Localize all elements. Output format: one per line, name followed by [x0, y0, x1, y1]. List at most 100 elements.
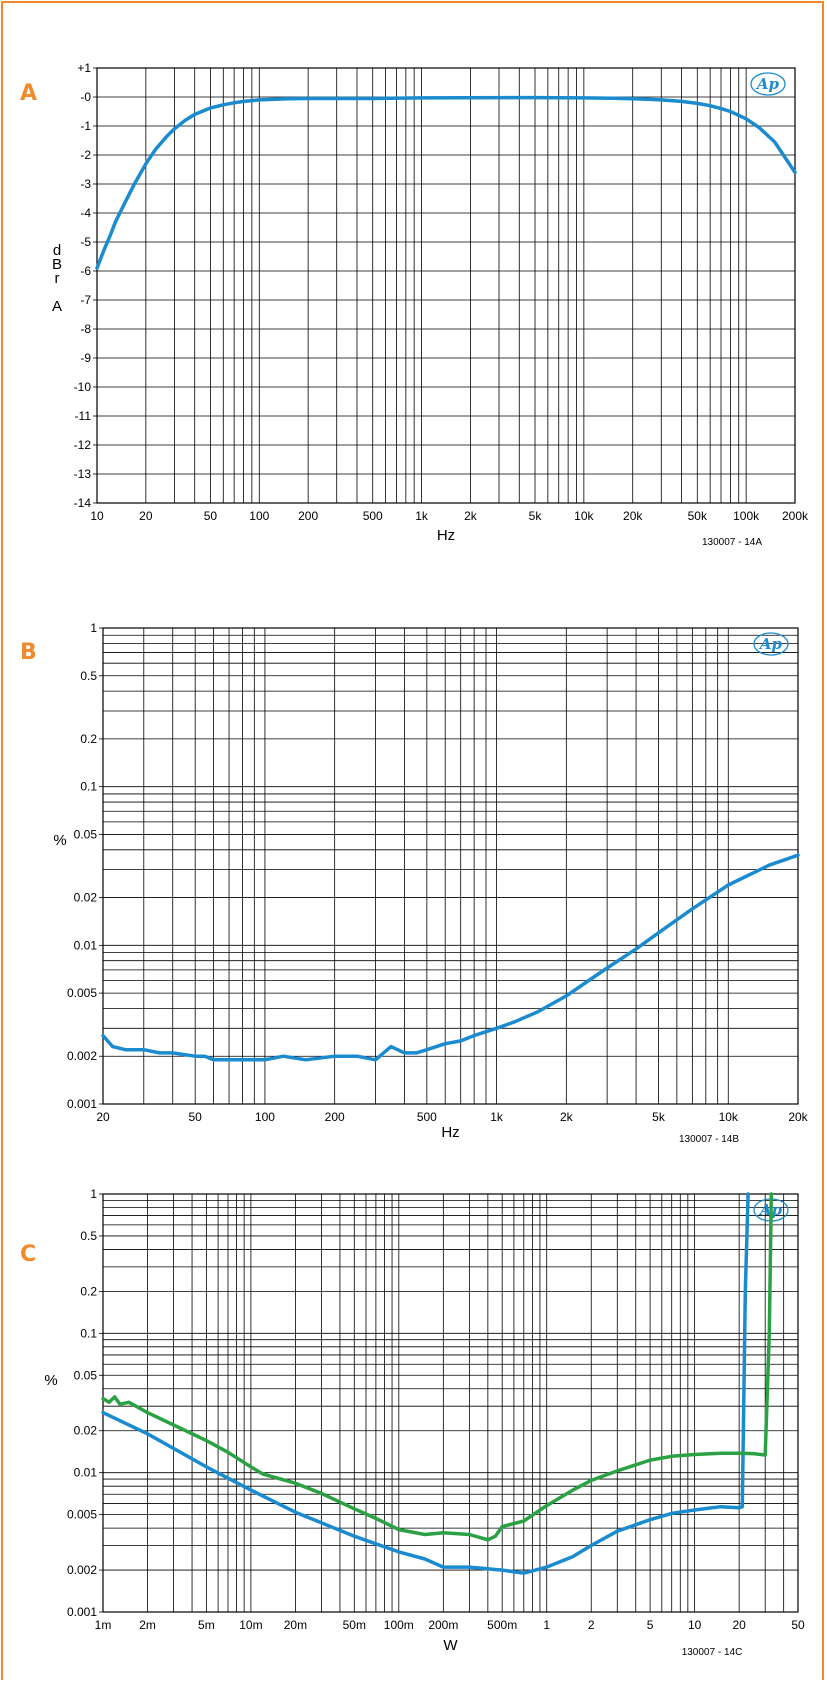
y-tick-label: -11	[75, 409, 92, 423]
x-tick-label: 50m	[343, 1618, 366, 1632]
series-line-0	[101, 1192, 750, 1575]
y-tick-label: 0.5	[80, 1229, 97, 1243]
panel-label: C	[20, 1242, 36, 1267]
x-tick-label: 20k	[623, 509, 643, 523]
x-tick-label: 10k	[719, 1110, 739, 1124]
y-tick-label: 0.05	[74, 1368, 98, 1382]
y-tick-label: -8	[80, 322, 91, 336]
y-tick-label: 0.02	[74, 891, 98, 905]
x-tick-label: 100k	[733, 509, 760, 523]
x-tick-label: 500	[417, 1110, 437, 1124]
x-tick-label: 50k	[688, 509, 708, 523]
figure-code: 130007 - 14B	[679, 1134, 739, 1145]
x-tick-label: 100	[249, 509, 269, 523]
y-axis-title: r	[55, 270, 60, 287]
y-tick-label: -2	[80, 148, 91, 162]
x-tick-label: 20	[732, 1618, 746, 1632]
series-line-1	[101, 1192, 774, 1542]
y-tick-label: 0.005	[67, 986, 97, 1000]
y-tick-label: 0.1	[80, 1326, 97, 1340]
x-tick-label: 200	[298, 509, 318, 523]
y-tick-label: -6	[80, 264, 91, 278]
x-tick-label: 20	[96, 1110, 110, 1124]
figure-code: 130007 - 14A	[702, 537, 762, 548]
y-tick-label: 0.005	[67, 1508, 97, 1522]
plot-area	[102, 1193, 799, 1613]
y-tick-label: -5	[80, 235, 91, 249]
panel-b: B10.50.20.10.050.020.010.0050.0020.00120…	[20, 621, 809, 1145]
x-tick-label: 1k	[490, 1110, 504, 1124]
x-tick-label: 10k	[574, 509, 594, 523]
y-tick-label: 0.001	[67, 1605, 97, 1619]
x-tick-label: 10	[688, 1618, 702, 1632]
panel-c: C 1 0.5 0.2 0.1 0.05 0.02 0.01 0.005 0.002 0.0011m…	[20, 1187, 805, 1658]
x-tick-label: 20	[139, 509, 153, 523]
x-axis-title: W	[443, 1637, 458, 1654]
panel-label: B	[20, 640, 37, 665]
plot-area	[96, 67, 796, 504]
x-tick-label: 1k	[415, 509, 429, 523]
x-tick-label: 5	[647, 1618, 654, 1632]
x-tick-label: 100m	[384, 1618, 414, 1632]
y-tick-label: +1	[77, 61, 91, 75]
x-tick-label: 500	[363, 509, 383, 523]
y-tick-label: 0.001	[67, 1097, 97, 1111]
plot-area	[102, 627, 799, 1105]
ap-logo-icon: Ap	[750, 72, 786, 96]
x-tick-label: 50	[189, 1110, 203, 1124]
y-tick-label: 0.01	[74, 1466, 98, 1480]
y-tick-label: 1	[90, 621, 97, 635]
series-line-0	[95, 95, 797, 270]
y-tick-label: -1	[80, 119, 91, 133]
x-tick-label: 200	[325, 1110, 345, 1124]
ap-logo-icon: Ap	[753, 632, 789, 656]
x-tick-label: 5m	[198, 1618, 215, 1632]
y-axis-title: A	[52, 298, 62, 315]
y-tick-label: 0.05	[74, 827, 98, 841]
x-tick-label: 50	[204, 509, 218, 523]
grid	[102, 627, 799, 1105]
y-tick-label: 0.5	[80, 669, 97, 683]
x-tick-label: 2m	[139, 1618, 156, 1632]
y-tick-label: 0.1	[80, 780, 97, 794]
x-tick-label: 1m	[95, 1618, 112, 1632]
y-tick-label: -12	[74, 438, 92, 452]
panel-a: A+1-0-1-2-3-4-5-6-7-8-9-10-11-12-13-1410…	[20, 61, 809, 548]
x-tick-label: 2	[588, 1618, 595, 1632]
grid	[96, 67, 796, 504]
svg-text:Ap: Ap	[755, 75, 780, 93]
y-axis-title: B	[52, 256, 62, 273]
x-axis-title: Hz	[441, 1124, 459, 1141]
x-tick-label: 2k	[464, 509, 478, 523]
x-tick-label: 5k	[529, 509, 543, 523]
y-tick-label: 0.002	[67, 1049, 97, 1063]
x-tick-label: 50	[791, 1618, 805, 1632]
x-tick-label: 5k	[652, 1110, 666, 1124]
figure-code: 130007 - 14C	[682, 1647, 743, 1658]
y-axis-title: d	[53, 242, 61, 259]
y-tick-label: -0	[80, 90, 91, 104]
y-tick-label: 0.01	[74, 938, 98, 952]
y-tick-label: -7	[80, 293, 91, 307]
y-axis-title: %	[53, 832, 66, 849]
y-axis-title: %	[44, 1372, 57, 1389]
series-line-0	[101, 853, 800, 1062]
y-tick-label: 0.2	[80, 1284, 97, 1298]
x-tick-label: 500m	[487, 1618, 517, 1632]
x-tick-label: 100	[255, 1110, 275, 1124]
x-axis-title: Hz	[437, 527, 455, 544]
panel-label: A	[20, 81, 37, 106]
x-tick-label: 10	[90, 509, 104, 523]
y-tick-label: -13	[74, 467, 92, 481]
x-tick-label: 200m	[428, 1618, 458, 1632]
svg-text:Ap: Ap	[758, 635, 783, 653]
x-tick-label: 20k	[788, 1110, 808, 1124]
y-tick-label: -10	[74, 380, 92, 394]
x-tick-label: 10m	[239, 1618, 262, 1632]
y-tick-label: -14	[74, 496, 92, 510]
x-tick-label: 20m	[284, 1618, 307, 1632]
x-tick-label: 1	[543, 1618, 550, 1632]
y-tick-label: 0.002	[67, 1563, 97, 1577]
